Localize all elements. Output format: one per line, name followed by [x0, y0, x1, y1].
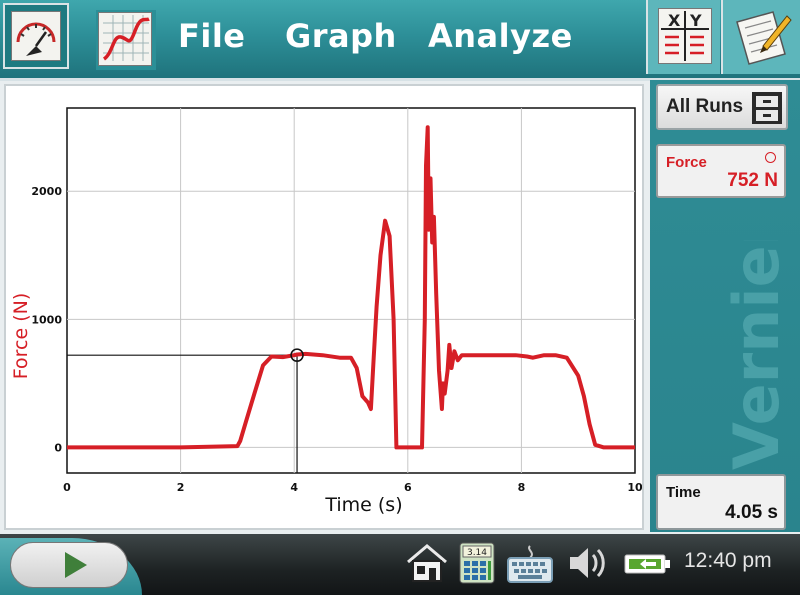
meter-view-button[interactable] [3, 3, 69, 69]
x-tick-label: 0 [63, 481, 71, 494]
keyboard-icon[interactable] [506, 542, 554, 584]
graph-icon [98, 12, 152, 66]
xy-icon-x-letter: X [668, 11, 681, 30]
home-icon[interactable] [404, 542, 450, 584]
force-series-line [67, 125, 635, 450]
y-tick-label: 0 [54, 441, 62, 454]
calculator-display-text: 3.14 [467, 548, 487, 558]
graph-menu[interactable]: Graph [285, 17, 397, 55]
xy-icon-y-letter: Y [689, 11, 702, 30]
x-tick-label: 10 [627, 481, 642, 494]
all-runs-button[interactable]: All Runs [656, 84, 788, 130]
graph-view-button[interactable] [96, 10, 156, 70]
time-meter-value: 4.05 s [725, 502, 778, 523]
notes-button[interactable] [721, 0, 800, 74]
table-view-button[interactable]: X Y [646, 0, 720, 74]
x-axis-label: Time (s) [324, 494, 402, 516]
notes-icon [733, 8, 792, 65]
y-tick-label: 2000 [31, 185, 62, 198]
xy-table-icon: X Y [658, 8, 712, 64]
collect-button[interactable] [10, 542, 128, 588]
x-tick-label: 6 [404, 481, 412, 494]
cursor-marker[interactable] [290, 348, 304, 362]
file-cabinet-icon [752, 92, 782, 124]
top-menu-bar: File Graph Analyze X Y [0, 0, 800, 81]
circle-marker-icon [765, 152, 776, 163]
force-meter[interactable]: Force 752 N [656, 144, 786, 198]
calculator-icon[interactable]: 3.14 [459, 542, 495, 584]
plot-area [66, 107, 636, 474]
y-tick-label: 1000 [31, 313, 62, 326]
time-meter-label: Time [666, 484, 701, 501]
play-icon [65, 552, 87, 578]
force-meter-label: Force [666, 154, 707, 171]
speaker-icon[interactable] [566, 542, 608, 584]
force-meter-value: 752 N [727, 170, 778, 191]
force-time-graph[interactable]: 0 2 4 6 8 10 0 1000 2000 Time (s) Force (N) [6, 86, 642, 528]
meter-icon [11, 11, 61, 61]
y-axis-label: Force (N) [10, 293, 32, 379]
time-meter[interactable]: Time 4.05 s [656, 474, 786, 530]
analyze-menu[interactable]: Analyze [428, 17, 573, 55]
x-tick-label: 2 [177, 481, 185, 494]
graph-panel[interactable]: 0 2 4 6 8 10 0 1000 2000 Time (s) Force (N) [4, 84, 644, 530]
x-tick-label: 8 [518, 481, 526, 494]
x-tick-label: 4 [290, 481, 298, 494]
all-runs-label: All Runs [666, 96, 744, 117]
clock: 12:40 pm [684, 549, 772, 572]
battery-icon [624, 554, 670, 574]
file-menu[interactable]: File [178, 17, 246, 55]
brand-watermark: Vernier [722, 240, 793, 470]
